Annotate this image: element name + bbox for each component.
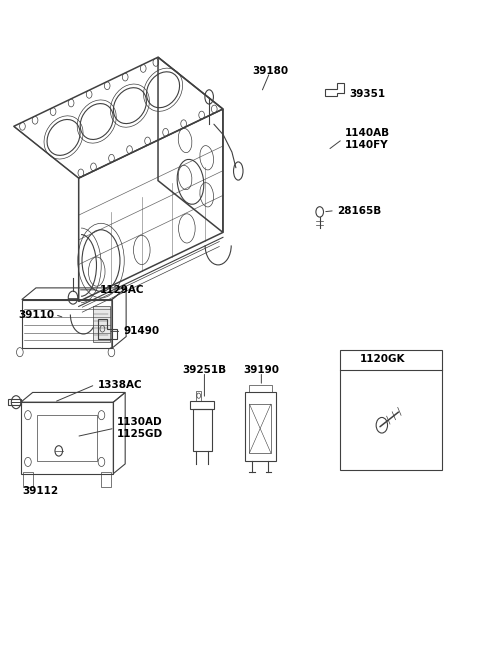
Text: 39351: 39351 xyxy=(349,88,385,99)
Text: 28165B: 28165B xyxy=(337,206,382,215)
Text: 1140AB
1140FY: 1140AB 1140FY xyxy=(344,128,389,150)
Bar xyxy=(250,404,271,453)
Text: 39180: 39180 xyxy=(253,66,289,76)
Text: 39112: 39112 xyxy=(23,486,59,496)
Bar xyxy=(245,392,276,460)
Bar xyxy=(190,401,214,409)
Text: 1129AC: 1129AC xyxy=(100,285,144,295)
Text: 91490: 91490 xyxy=(124,326,160,337)
Bar xyxy=(37,415,96,460)
Bar xyxy=(249,384,272,392)
Text: 39110: 39110 xyxy=(18,310,54,320)
Text: 1120GK: 1120GK xyxy=(360,354,405,364)
Bar xyxy=(101,472,111,487)
Bar xyxy=(192,409,212,451)
Text: 1338AC: 1338AC xyxy=(97,380,142,390)
Bar xyxy=(23,472,33,487)
Bar xyxy=(340,350,442,470)
Bar xyxy=(93,306,109,342)
Bar xyxy=(196,391,201,401)
Text: 39251B: 39251B xyxy=(182,365,227,375)
Text: 39190: 39190 xyxy=(243,365,279,375)
Text: 1130AD
1125GD: 1130AD 1125GD xyxy=(117,417,163,439)
